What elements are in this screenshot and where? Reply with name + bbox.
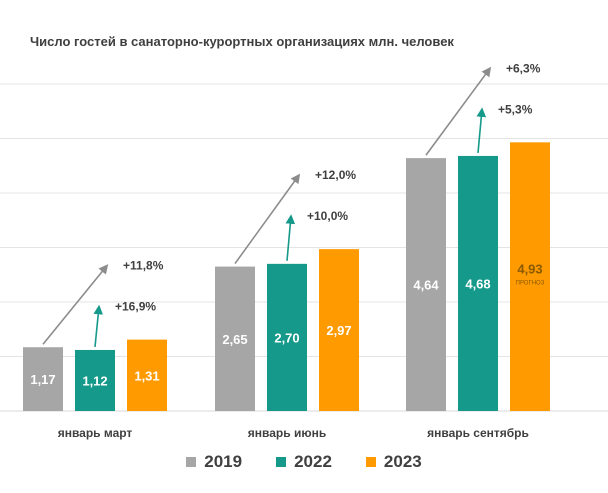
growth-arrow-gray — [234, 173, 301, 265]
bar-2023-1 — [319, 249, 359, 411]
bar-2019-0 — [23, 347, 63, 411]
legend-item-2019: 2019 — [186, 452, 242, 472]
bar-2022-0 — [75, 349, 115, 411]
data-label: 1,17 — [30, 372, 55, 387]
growth-arrow-gray — [42, 264, 109, 345]
legend-swatch-2023 — [365, 457, 376, 467]
bar-2023-0 — [127, 339, 167, 411]
legend-label-2022: 2022 — [294, 452, 332, 471]
growth-label: +5,3% — [498, 102, 533, 116]
legend-swatch-2022 — [276, 457, 287, 467]
growth-label: +6,3% — [506, 61, 541, 75]
growth-arrow-gray — [425, 66, 492, 156]
data-label: 1,12 — [82, 373, 107, 388]
bar-2019-1 — [215, 266, 255, 411]
chart-title: Число гостей в санаторно-курортных орган… — [30, 34, 454, 49]
legend-swatch-2019 — [186, 457, 197, 467]
data-label: 4,68 — [465, 276, 490, 291]
legend-item-2022: 2022 — [276, 452, 332, 472]
forecast-note: ПРОГНОЗ — [516, 281, 545, 287]
growth-arrow-teal — [285, 214, 296, 261]
data-label: 2,97 — [326, 323, 351, 338]
legend-label-2023: 2023 — [383, 452, 422, 471]
data-label: 2,65 — [222, 332, 247, 347]
growth-label: +11,8% — [123, 259, 164, 273]
legend: 2019 2022 2023 — [0, 452, 608, 472]
bar-2023-2 — [510, 142, 550, 411]
legend-label-2019: 2019 — [204, 452, 243, 471]
category-label: январь сентябрь — [427, 426, 529, 440]
bar-2022-2 — [458, 155, 498, 411]
growth-label: +10,0% — [307, 209, 348, 223]
bar-2022-1 — [267, 263, 307, 411]
legend-item-2023: 2023 — [365, 452, 422, 472]
bar-2019-2 — [406, 158, 446, 411]
growth-arrow-teal — [476, 107, 487, 154]
growth-label: +12,0% — [315, 168, 356, 182]
data-label: 1,31 — [134, 368, 159, 383]
data-label: 4,64 — [413, 278, 439, 293]
category-label: январь март — [58, 426, 133, 440]
data-label: 4,93 — [517, 262, 542, 277]
growth-label: +16,9% — [115, 300, 156, 314]
growth-arrow-teal — [93, 304, 104, 348]
data-label: 2,70 — [274, 330, 299, 345]
category-label: январь июнь — [248, 426, 326, 440]
